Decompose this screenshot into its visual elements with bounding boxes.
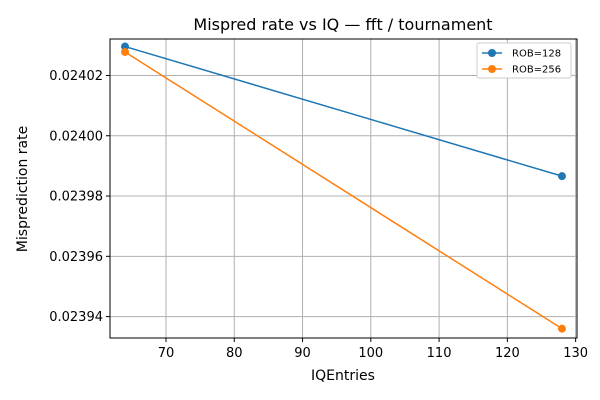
y-tick-label: 0.02394 (49, 310, 103, 325)
x-axis-label: IQEntries (311, 368, 375, 384)
legend: ROB=128 ROB=256 (476, 42, 572, 79)
tick-layer: 70 80 90 100 110 120 130 0.02394 0.02396 0.02398 0… (49, 69, 588, 361)
x-tick-label: 90 (294, 346, 311, 361)
series-layer (121, 42, 566, 333)
x-tick-label: 80 (226, 346, 243, 361)
x-tick-label: 130 (563, 346, 588, 361)
y-tick-label: 0.02396 (49, 250, 103, 265)
series-line-rob128 (124, 45, 563, 177)
legend-label-rob256: ROB=256 (512, 65, 561, 76)
grid-layer (110, 39, 577, 338)
chart-title: Mispred rate vs IQ — fft / tournament (193, 15, 492, 34)
y-tick-label: 0.02400 (49, 129, 103, 144)
plot-frame (109, 38, 578, 339)
x-tick-label: 110 (427, 346, 452, 361)
data-point-rob128 (557, 172, 566, 181)
legend-label-rob128: ROB=128 (512, 49, 561, 60)
y-tick-label: 0.02398 (49, 190, 103, 205)
y-tick-label: 0.02402 (49, 69, 103, 84)
x-tick-label: 70 (158, 346, 175, 361)
legend-marker-rob128 (488, 49, 496, 57)
data-point-rob256 (557, 324, 566, 333)
x-tick-label: 100 (358, 346, 383, 361)
y-axis-label: Misprediction rate (15, 126, 31, 252)
x-tick-label: 120 (495, 346, 520, 361)
data-point-rob256 (121, 47, 130, 56)
series-line-rob256 (124, 51, 563, 330)
legend-marker-rob256 (488, 65, 496, 73)
